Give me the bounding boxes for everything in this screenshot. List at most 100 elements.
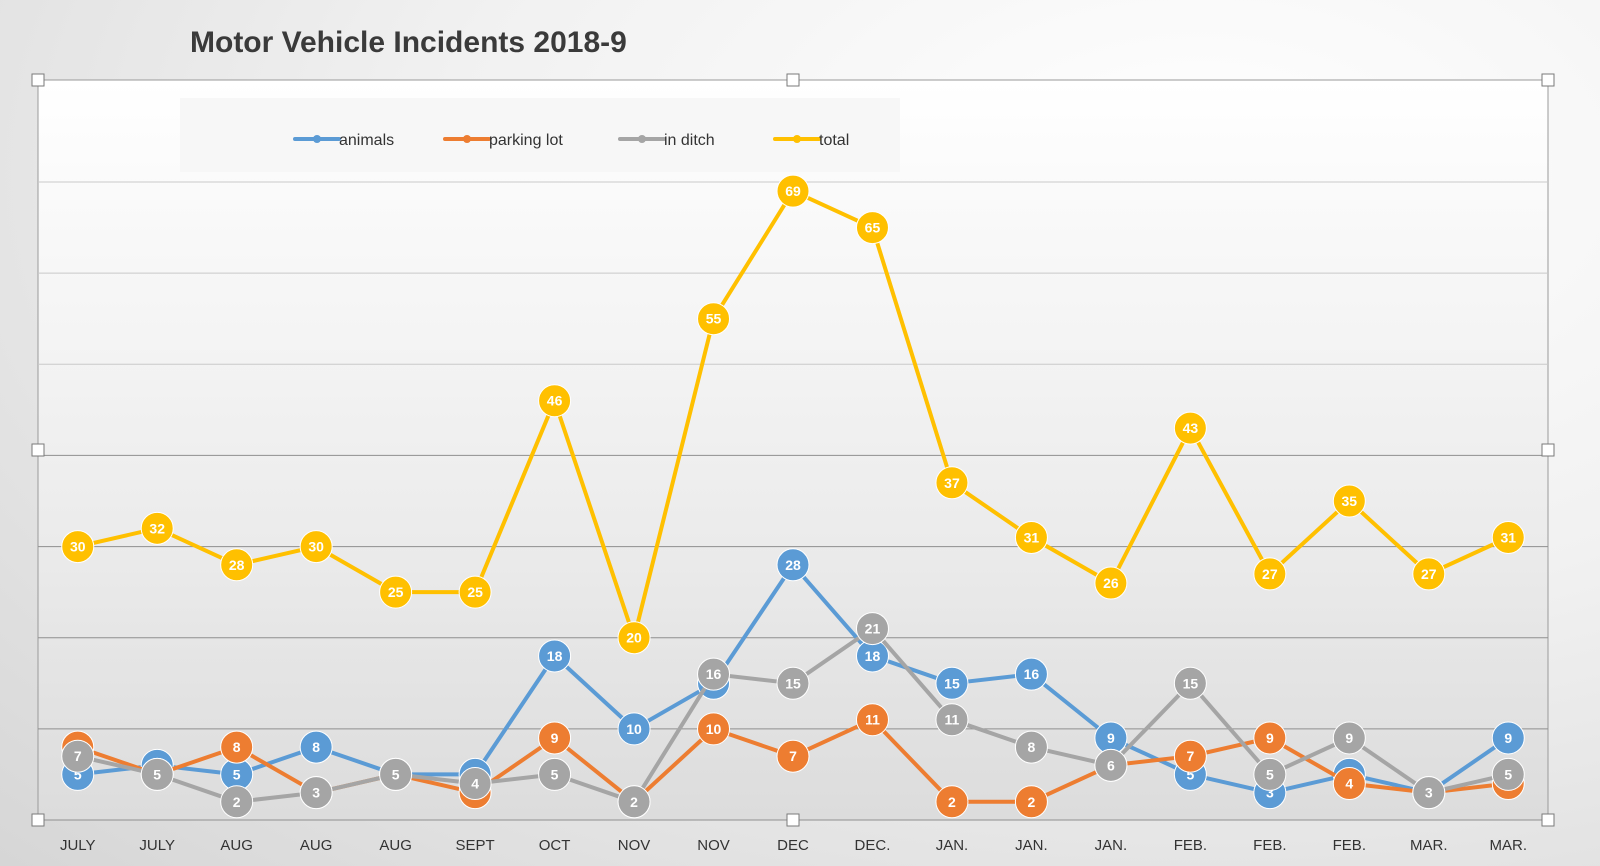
data-label: 43 [1183,420,1199,436]
data-point[interactable] [140,511,174,545]
legend-label: animals [339,132,394,149]
data-point[interactable] [855,612,889,646]
data-label: 8 [312,739,320,755]
data-point[interactable] [299,776,333,810]
resize-handle[interactable] [1541,73,1555,87]
data-point[interactable] [776,548,810,582]
data-point[interactable] [220,548,254,582]
x-tick-label: NOV [697,837,730,854]
data-point[interactable] [61,530,95,564]
data-point[interactable] [617,621,651,655]
data-point[interactable] [538,757,572,791]
data-point[interactable] [1094,566,1128,600]
data-point[interactable] [855,703,889,737]
data-point[interactable] [1491,757,1525,791]
data-label: 5 [153,766,161,782]
data-point[interactable] [935,666,969,700]
data-label: 8 [1028,739,1036,755]
data-point[interactable] [697,302,731,336]
data-point[interactable] [1173,739,1207,773]
data-point[interactable] [935,785,969,819]
data-point[interactable] [935,703,969,737]
data-point[interactable] [1253,757,1287,791]
data-label: 2 [948,794,956,810]
data-point[interactable] [299,530,333,564]
legend-item[interactable]: total [773,132,849,149]
data-point[interactable] [697,712,731,746]
data-point[interactable] [458,767,492,801]
data-point[interactable] [776,739,810,773]
data-point[interactable] [1014,785,1048,819]
x-tick-label: MAR. [1410,837,1448,854]
data-point[interactable] [538,721,572,755]
data-point[interactable] [220,785,254,819]
data-point[interactable] [776,174,810,208]
x-tick-label: JULY [60,837,96,854]
data-point[interactable] [1332,767,1366,801]
data-point[interactable] [776,666,810,700]
data-point[interactable] [1173,411,1207,445]
data-point[interactable] [1094,748,1128,782]
x-tick-label: FEB. [1174,837,1207,854]
data-label: 9 [551,730,559,746]
data-point[interactable] [1253,721,1287,755]
data-point[interactable] [220,730,254,764]
data-label: 5 [1186,766,1194,782]
data-label: 3 [312,785,320,801]
data-point[interactable] [140,757,174,791]
data-label: 25 [388,584,404,600]
resize-handle[interactable] [31,813,45,827]
data-label: 8 [233,739,241,755]
data-label: 18 [547,648,563,664]
legend-label: in ditch [664,132,715,149]
data-point[interactable] [538,384,572,418]
x-tick-label: DEC. [855,837,891,854]
data-point[interactable] [299,730,333,764]
data-label: 20 [626,630,642,646]
resize-handle[interactable] [786,813,800,827]
data-point[interactable] [1173,666,1207,700]
legend-item[interactable]: in ditch [618,132,715,149]
resize-handle[interactable] [31,443,45,457]
data-point[interactable] [1332,484,1366,518]
resize-handle[interactable] [1541,443,1555,457]
data-label: 3 [1425,785,1433,801]
data-point[interactable] [617,712,651,746]
data-point[interactable] [61,739,95,773]
data-point[interactable] [855,211,889,245]
legend-item[interactable]: animals [293,132,394,149]
legend-item[interactable]: parking lot [443,132,563,149]
data-point[interactable] [1332,721,1366,755]
data-point[interactable] [1014,657,1048,691]
data-point[interactable] [379,757,413,791]
x-tick-label: AUG [300,837,333,854]
data-point[interactable] [538,639,572,673]
data-point[interactable] [1491,721,1525,755]
data-point[interactable] [617,785,651,819]
data-point[interactable] [1491,520,1525,554]
data-label: 5 [551,766,559,782]
resize-handle[interactable] [786,73,800,87]
data-label: 46 [547,393,563,409]
data-label: 10 [706,721,722,737]
data-label: 4 [471,776,479,792]
data-label: 9 [1107,730,1115,746]
data-point[interactable] [935,466,969,500]
selection-handles[interactable] [31,73,1555,827]
data-point[interactable] [1014,730,1048,764]
data-point[interactable] [1412,776,1446,810]
x-tick-label: AUG [220,837,253,854]
data-point[interactable] [458,575,492,609]
resize-handle[interactable] [31,73,45,87]
resize-handle[interactable] [1541,813,1555,827]
data-label: 27 [1421,566,1437,582]
data-point[interactable] [697,657,731,691]
data-point[interactable] [379,575,413,609]
data-point[interactable] [1412,557,1446,591]
data-point[interactable] [1253,557,1287,591]
series-total[interactable]: 30 32 28 30 25 25 46 20 55 69 65 37 31 26 43 27 35 27 31 [61,174,1525,655]
data-point[interactable] [1014,520,1048,554]
x-tick-label: JAN. [1015,837,1048,854]
legend-box [180,98,900,172]
